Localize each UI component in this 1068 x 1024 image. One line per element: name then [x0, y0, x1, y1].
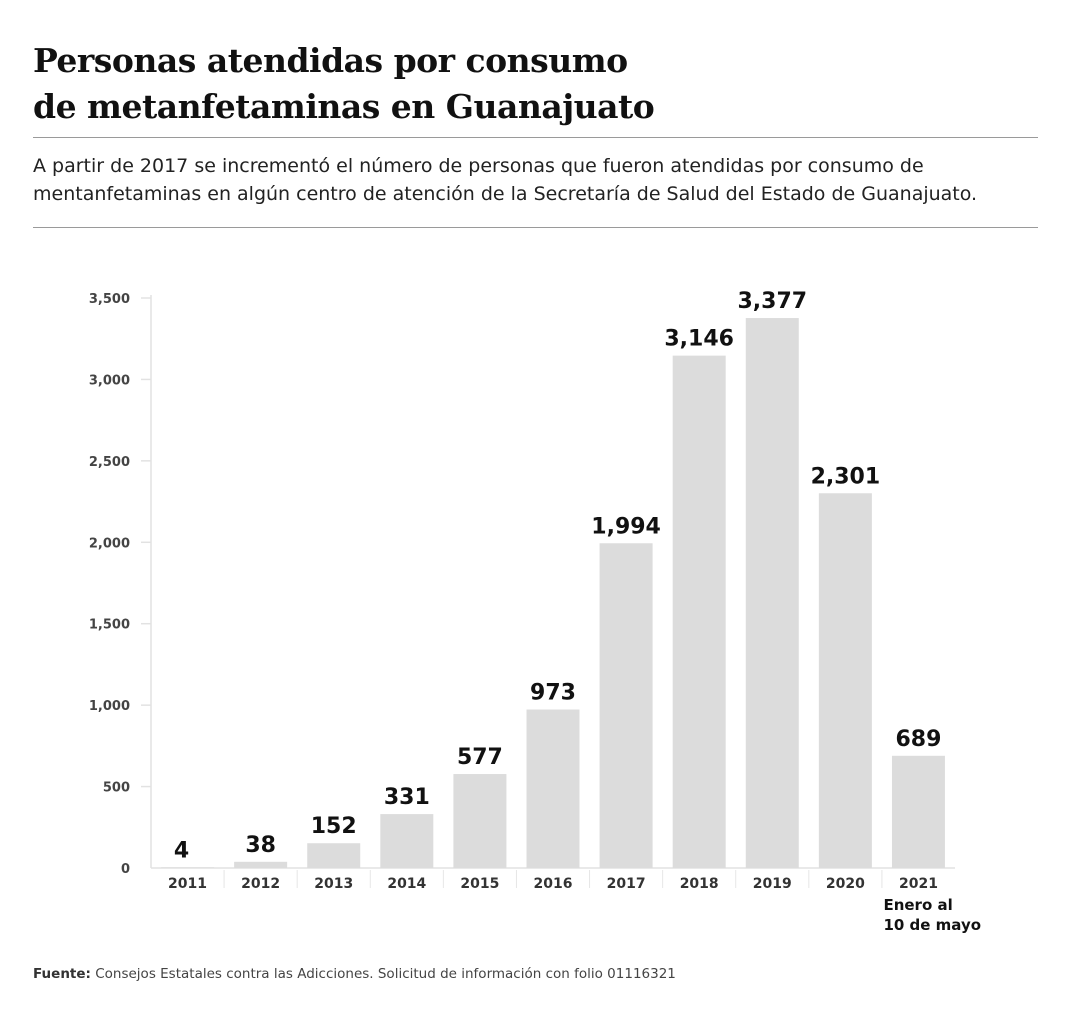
bar-2021	[891, 755, 945, 868]
divider-top	[33, 137, 1038, 138]
source-label: Fuente:	[33, 966, 91, 982]
page-title: Personas atendidas por consumo de metanfe…	[33, 38, 655, 130]
y-tick-label: 3,500	[89, 292, 130, 307]
bar-2011	[161, 867, 215, 868]
x-tick-label: 2019	[753, 876, 792, 892]
bar-2020	[818, 493, 872, 868]
x-tick-label: 2016	[534, 876, 573, 892]
bar-2017	[599, 543, 653, 868]
bar-2014	[380, 814, 434, 868]
y-tick-label: 2,500	[89, 455, 130, 470]
source-note: Fuente: Consejos Estatales contra las Ad…	[33, 966, 676, 982]
bar-2015	[453, 774, 507, 868]
y-tick-label: 500	[103, 781, 130, 796]
bar-2018	[672, 355, 726, 868]
x-tick-label: 2011	[168, 876, 207, 892]
y-tick-label: 3,000	[89, 373, 130, 388]
x-tick-label: 2021	[899, 876, 938, 892]
x-tick-label: 2020	[826, 876, 865, 892]
title-line-2: de metanfetaminas en Guanajuato	[33, 87, 655, 126]
divider-bottom	[33, 227, 1038, 228]
y-tick-label: 2,000	[89, 536, 130, 551]
x-tick-label: 2013	[314, 876, 353, 892]
data-label-2014: 331	[384, 785, 430, 810]
y-tick-label: 1,000	[89, 699, 130, 714]
bar-2013	[307, 843, 361, 868]
y-tick-label: 0	[121, 862, 130, 877]
x-tick-label: 2012	[241, 876, 280, 892]
title-line-1: Personas atendidas por consumo	[33, 41, 628, 80]
x-tick-label: 2017	[607, 876, 646, 892]
y-tick-label: 1,500	[89, 618, 130, 633]
data-label-2018: 3,146	[664, 327, 734, 352]
bar-2016	[526, 709, 580, 868]
data-label-2011: 4	[174, 838, 189, 863]
data-label-2015: 577	[457, 745, 503, 770]
data-label-2013: 152	[311, 814, 357, 839]
data-label-2012: 38	[245, 833, 276, 858]
data-label-2021: 689	[895, 727, 941, 752]
x-category-note: 10 de mayo	[883, 916, 981, 934]
data-label-2017: 1,994	[591, 514, 661, 539]
x-tick-label: 2014	[387, 876, 426, 892]
x-tick-label: 2015	[460, 876, 499, 892]
bar-2019	[745, 318, 799, 868]
source-text: Consejos Estatales contra las Adicciones…	[90, 966, 676, 982]
bar-2012	[234, 861, 288, 868]
subtitle: A partir de 2017 se incrementó el número…	[33, 155, 978, 205]
x-tick-label: 2018	[680, 876, 719, 892]
data-label-2016: 973	[530, 681, 576, 706]
x-category-note: Enero al	[883, 896, 952, 914]
data-label-2020: 2,301	[811, 464, 881, 489]
data-label-2019: 3,377	[737, 289, 807, 314]
